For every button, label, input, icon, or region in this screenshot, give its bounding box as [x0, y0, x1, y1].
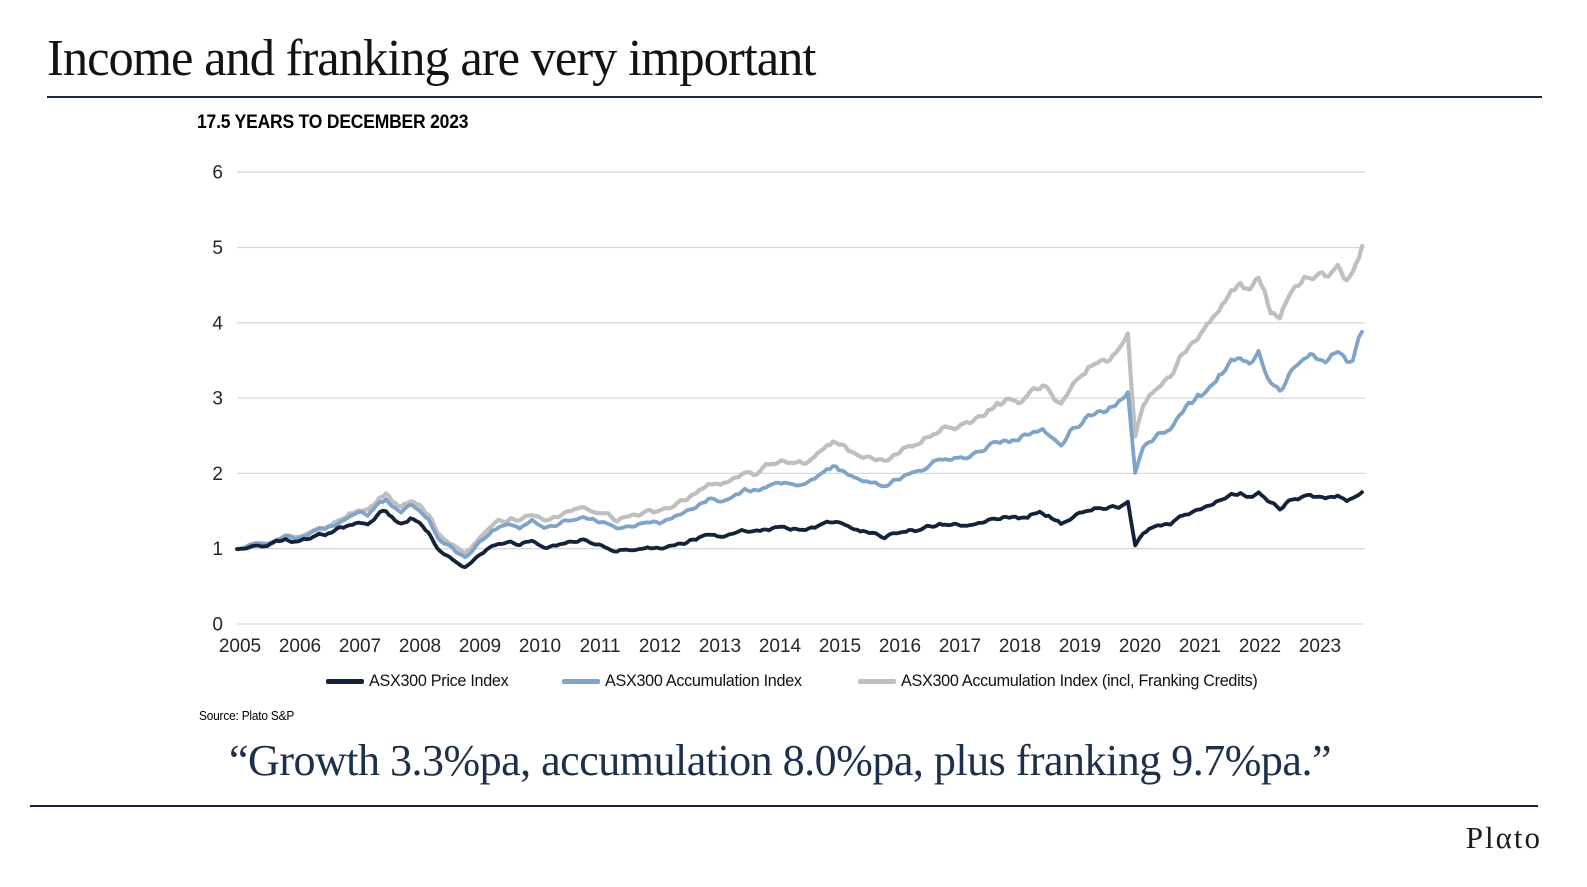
x-tick-label: 2020 [1119, 636, 1161, 657]
legend-item-franking: ASX300 Accumulation Index (incl, Frankin… [857, 671, 1276, 691]
price-line-swatch [325, 678, 364, 684]
x-tick-label: 2005 [219, 636, 261, 657]
x-tick-label: 2016 [879, 636, 921, 657]
x-tick-label: 2010 [519, 636, 561, 657]
legend-label: ASX300 Price Index [368, 671, 509, 690]
x-tick-label: 2018 [999, 636, 1041, 657]
chart-legend: ASX300 Price Index ASX300 Accumulation I… [237, 671, 1365, 691]
page-title: Income and franking are very important [47, 30, 816, 87]
x-tick-label: 2014 [759, 636, 802, 657]
y-tick-label: 5 [212, 238, 223, 259]
x-tick-label: 2013 [699, 636, 741, 657]
y-tick-label: 1 [212, 539, 223, 560]
y-tick-label: 4 [212, 313, 223, 334]
source-note: Source: Plato S&P [199, 709, 295, 723]
accumulation-line-swatch [561, 678, 600, 684]
y-tick-label: 3 [212, 389, 223, 410]
y-tick-label: 0 [212, 615, 223, 636]
x-tick-label: 2006 [279, 636, 321, 657]
x-tick-label: 2011 [580, 636, 621, 657]
x-tick-label: 2023 [1299, 636, 1341, 657]
x-tick-label: 2017 [939, 636, 981, 657]
x-tick-label: 2007 [339, 636, 381, 657]
chart-canvas: 0 1 2 3 4 5 6 2005 2006 2007 2008 2009 2010 2011 2012 2… [212, 163, 1365, 657]
legend-item-accumulation: ASX300 Accumulation Index [561, 671, 812, 691]
franking-line-swatch [857, 678, 896, 684]
x-tick-label: 2012 [639, 636, 681, 657]
legend-label: ASX300 Accumulation Index (incl, Frankin… [900, 671, 1258, 690]
series-franking-line [234, 243, 1365, 556]
x-tick-label: 2022 [1239, 636, 1281, 657]
legend-item-price: ASX300 Price Index [325, 671, 516, 691]
footer-rule [30, 805, 1538, 807]
plato-logo: Plαto [1465, 820, 1542, 855]
x-tick-label: 2015 [819, 636, 861, 657]
legend-label: ASX300 Accumulation Index [604, 671, 802, 690]
chart-title: 17.5 YEARS TO DECEMBER 2023 [197, 112, 469, 133]
series-accumulation-line [235, 329, 1364, 560]
series-price-line [235, 490, 1364, 570]
title-rule [47, 96, 1542, 98]
quote-text: “Growth 3.3%pa, accumulation 8.0%pa, plu… [229, 736, 1331, 785]
y-tick-label: 6 [212, 163, 223, 184]
x-tick-label: 2009 [459, 636, 501, 657]
x-tick-label: 2008 [399, 636, 441, 657]
y-tick-label: 2 [212, 464, 223, 485]
x-tick-label: 2019 [1059, 636, 1101, 657]
x-tick-label: 2021 [1179, 636, 1221, 657]
